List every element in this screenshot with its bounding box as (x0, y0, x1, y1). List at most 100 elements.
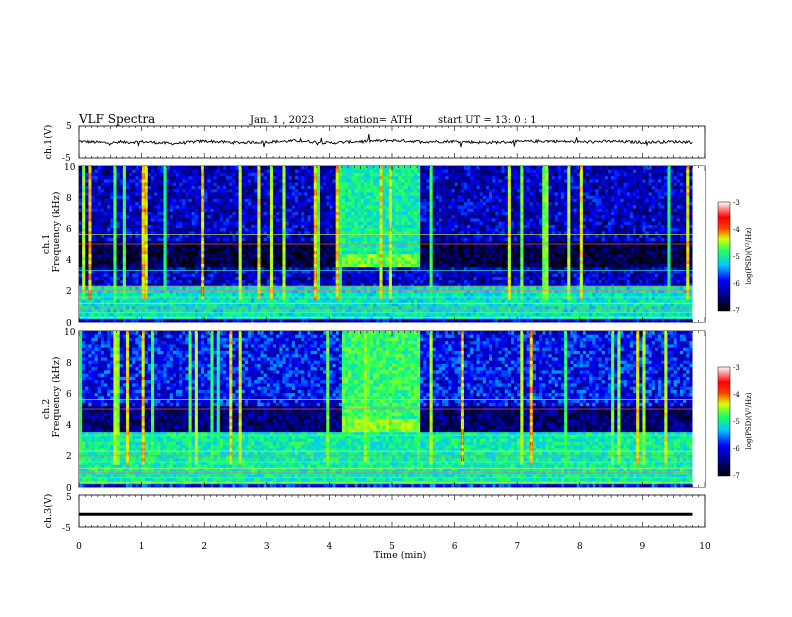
spectrogram-cell (116, 182, 121, 186)
spectrogram-cell (154, 250, 158, 255)
spectrogram-cell (279, 263, 283, 268)
spectrogram-cell (316, 218, 321, 222)
spectrogram-cell (316, 234, 321, 238)
spectrogram-cell (213, 198, 218, 203)
spectrogram-cell (82, 179, 86, 183)
spectrogram-cell (82, 182, 86, 186)
spectrogram-cell (157, 234, 161, 238)
spectrogram-cell (172, 244, 177, 248)
spectrogram-cell (401, 286, 405, 290)
spectrogram-cell (113, 234, 117, 238)
spectrogram-cell (107, 240, 111, 245)
spectrogram-cell (222, 188, 227, 193)
spectrogram-cell (113, 182, 117, 186)
spectrogram-cell (82, 292, 86, 297)
spectrogram-cell (269, 312, 274, 316)
spectrogram-cell (348, 302, 352, 307)
spectrogram-cell (345, 172, 349, 177)
spectrogram-cell (204, 302, 208, 307)
spectrogram-cell (176, 309, 180, 313)
spectrogram-cell (298, 257, 302, 261)
spectrogram-cell (191, 270, 196, 274)
spectrogram-cell (172, 253, 177, 258)
spectrogram-cell (97, 240, 102, 245)
spectrogram-cell (285, 227, 290, 232)
spectrogram-cell (222, 169, 227, 173)
spectrogram-cell (150, 286, 155, 290)
spectrogram-cell (79, 309, 83, 313)
spectrogram-cell (354, 250, 358, 255)
spectrogram-cell (129, 201, 133, 206)
spectrogram-cell (332, 166, 337, 170)
spectrogram-cell (154, 286, 158, 290)
spectrogram-cell (357, 182, 362, 186)
spectrogram-cell (188, 283, 193, 287)
spectrogram-cell (370, 266, 374, 271)
spectrogram-cell (100, 247, 105, 251)
spectrogram-cell (370, 283, 374, 287)
spectrogram-cell (351, 309, 355, 313)
spectrogram-cell (395, 257, 399, 261)
spectrogram-cell (357, 279, 362, 284)
spectrogram-cell (266, 182, 271, 186)
spectrogram-cell (310, 201, 315, 206)
spectrogram-cell (82, 289, 86, 294)
spectrogram-cell (373, 299, 377, 303)
spectrogram-cell (320, 266, 324, 271)
spectrogram-cell (176, 179, 180, 183)
spectrogram-cell (97, 312, 102, 316)
spectrogram-cell (326, 270, 330, 274)
spectrogram-cell (85, 198, 89, 203)
spectrogram-cell (104, 175, 108, 180)
spectrogram-cell (147, 250, 152, 255)
spectrogram-cell (163, 185, 168, 190)
spectrogram-cell (307, 231, 312, 235)
spectrogram-cell (398, 244, 402, 248)
spectrogram-cell (110, 166, 114, 170)
spectrogram-cell (382, 198, 387, 203)
spectrogram-cell (119, 309, 124, 313)
spectrogram-cell (166, 201, 171, 206)
spectrogram-cell (82, 227, 86, 232)
spectrogram-cell (338, 221, 343, 225)
spectrogram-cell (241, 289, 246, 294)
spectrogram-cell (179, 188, 183, 193)
spectrogram-cell (294, 208, 299, 212)
spectrogram-cell (285, 289, 290, 294)
spectrogram-cell (154, 237, 158, 242)
spectrogram-cell (119, 214, 124, 219)
spectrogram-cell (360, 237, 365, 242)
spectrogram-cell (166, 276, 171, 281)
spectrogram-cell (235, 250, 240, 255)
spectrogram-cell (107, 289, 111, 294)
spectrogram-cell (392, 231, 396, 235)
spectrogram-cell (320, 185, 324, 190)
spectrogram-cell (179, 240, 183, 245)
spectrogram-cell (345, 299, 349, 303)
spectrogram-cell (376, 296, 380, 300)
spectrogram-cell (104, 312, 108, 316)
spectrogram-cell (104, 296, 108, 300)
spectrogram-cell (226, 179, 230, 183)
spectrogram-cell (157, 286, 161, 290)
spectrogram-cell (244, 214, 249, 219)
spectrogram-cell (119, 188, 124, 193)
spectrogram-cell (107, 172, 111, 177)
spectrogram-cell (263, 201, 268, 206)
spectrogram-cell (79, 260, 83, 264)
spectrogram-cell (382, 263, 387, 268)
spectrogram-cell (301, 172, 305, 177)
spectrogram-cell (79, 179, 83, 183)
spectrogram-cell (154, 244, 158, 248)
spectrogram-cell (376, 188, 380, 193)
spectrogram-cell (116, 247, 121, 251)
spectrogram-cell (385, 263, 390, 268)
spectrogram-cell (251, 166, 255, 170)
spectrogram-cell (125, 237, 130, 242)
spectrogram-cell (276, 250, 280, 255)
spectrogram-cell (169, 244, 174, 248)
spectrogram-cell (216, 221, 221, 225)
spectrogram-cell (82, 214, 86, 219)
spectrogram-cell (294, 205, 299, 209)
spectrogram-cell (395, 179, 399, 183)
